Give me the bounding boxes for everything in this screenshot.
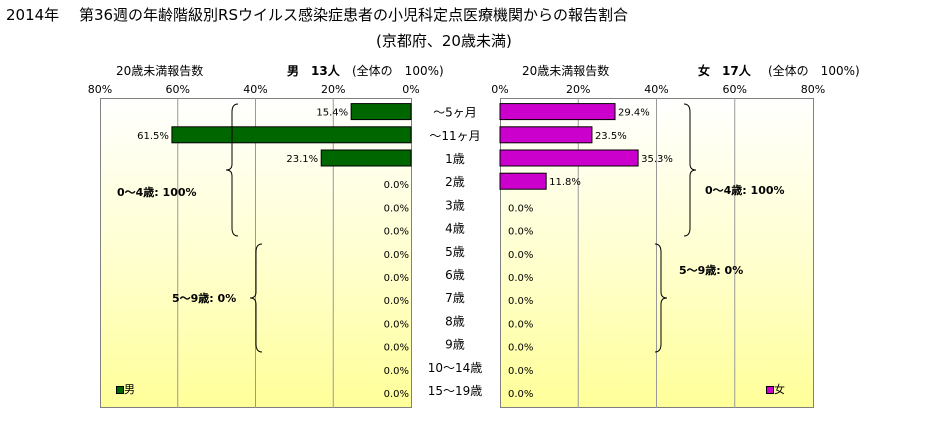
female-data-label: 0.0%	[508, 319, 533, 330]
category-label: 9歳	[445, 338, 465, 352]
male-data-label: 0.0%	[384, 180, 409, 191]
female-data-label: 11.8%	[549, 177, 581, 188]
male-bar	[171, 126, 412, 144]
female-data-label: 0.0%	[508, 343, 533, 354]
male-data-label: 0.0%	[384, 203, 409, 214]
female-bar	[499, 126, 593, 144]
right-total-label: (全体の 100%)	[768, 64, 860, 78]
male-tick-label: 40%	[243, 83, 267, 96]
left-total-label: (全体の 100%)	[352, 64, 444, 78]
male-tick-label: 20%	[321, 83, 345, 96]
male-bar	[350, 103, 412, 121]
male-5-9-brace	[249, 243, 263, 353]
male-data-label: 23.1%	[286, 154, 318, 165]
category-label: 10～14歳	[428, 361, 483, 375]
male-data-label: 0.0%	[384, 366, 409, 377]
category-label: 6歳	[445, 268, 465, 282]
male-tick-label: 0%	[402, 83, 419, 96]
female-data-label: 0.0%	[508, 296, 533, 307]
female-data-label: 23.5%	[595, 131, 627, 142]
legend-female-swatch	[766, 386, 774, 394]
male-data-label: 0.0%	[384, 389, 409, 400]
female-data-label: 0.0%	[508, 273, 533, 284]
female-data-label: 0.0%	[508, 366, 533, 377]
female-data-label: 0.0%	[508, 227, 533, 238]
male-data-label: 0.0%	[384, 250, 409, 261]
right-group-label: 女	[698, 64, 711, 78]
legend-male-swatch	[116, 386, 124, 394]
female-tick-label: 20%	[566, 83, 590, 96]
category-label: 5歳	[445, 245, 465, 259]
female-data-label: 0.0%	[508, 389, 533, 400]
female-bar	[499, 172, 547, 190]
male-bar	[320, 149, 412, 167]
male-5-9-summary: 5～9歳: 0%	[172, 292, 237, 305]
male-data-label: 15.4%	[316, 108, 348, 119]
left-count-label: 13人	[311, 64, 340, 78]
category-label: 1歳	[445, 152, 465, 166]
female-data-label: 29.4%	[618, 108, 650, 119]
female-0-4-summary: 0～4歳: 100%	[705, 184, 785, 197]
female-tick-label: 40%	[644, 83, 668, 96]
category-label: 4歳	[445, 222, 465, 236]
category-label: 3歳	[445, 198, 465, 212]
male-data-label: 0.0%	[384, 296, 409, 307]
left-group-label: 男	[287, 64, 300, 78]
female-tick-label: 60%	[723, 83, 747, 96]
male-data-label: 0.0%	[384, 227, 409, 238]
female-tick-label: 0%	[491, 83, 508, 96]
female-tick-label: 80%	[801, 83, 825, 96]
category-label: 15～19歳	[428, 384, 483, 398]
male-0-4-summary: 0～4歳: 100%	[117, 186, 197, 199]
male-data-label: 61.5%	[137, 131, 169, 142]
female-data-label: 0.0%	[508, 203, 533, 214]
female-data-label: 0.0%	[508, 250, 533, 261]
male-tick-label: 60%	[166, 83, 190, 96]
male-data-label: 0.0%	[384, 273, 409, 284]
right-count-label: 17人	[722, 64, 751, 78]
category-label: 8歳	[445, 314, 465, 328]
category-label: 2歳	[445, 175, 465, 189]
female-data-label: 35.3%	[641, 154, 673, 165]
chart-subtitle: (京都府、20歳未満)	[376, 32, 512, 50]
category-label: ～11ヶ月	[429, 129, 480, 143]
female-5-9-brace	[654, 243, 668, 353]
male-tick-label: 80%	[88, 83, 112, 96]
legend-female-label: 女	[774, 383, 785, 396]
right-axis-title: 20歳未満報告数	[522, 64, 610, 78]
female-bar	[499, 149, 639, 167]
male-0-4-brace	[225, 103, 239, 237]
chart-title: 2014年 第36週の年齢階級別RSウイルス感染症患者の小児科定点医療機関からの…	[6, 6, 628, 24]
male-data-label: 0.0%	[384, 319, 409, 330]
category-label: 7歳	[445, 291, 465, 305]
left-axis-title: 20歳未満報告数	[116, 64, 204, 78]
female-bar	[499, 103, 616, 121]
female-0-4-brace	[683, 103, 697, 237]
male-data-label: 0.0%	[384, 343, 409, 354]
female-5-9-summary: 5～9歳: 0%	[679, 264, 744, 277]
legend-male-label: 男	[124, 383, 135, 396]
category-label: ～5ヶ月	[433, 106, 477, 120]
